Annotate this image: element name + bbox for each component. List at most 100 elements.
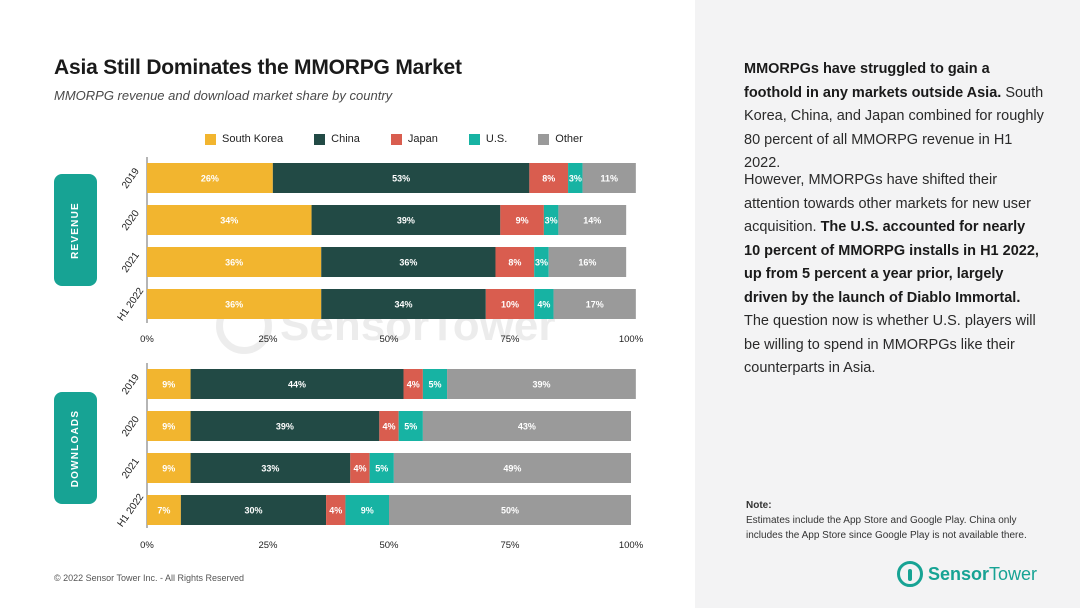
note-text: Estimates include the App Store and Goog…: [746, 515, 1027, 541]
downloads-bar-china-h1-2022: [180, 495, 327, 525]
commentary-p1-rest: South Korea, China, and Japan combined f…: [744, 84, 1044, 172]
revenue-data-label: 9%: [516, 216, 529, 226]
downloads-x-tick-label: 75%: [500, 540, 520, 551]
downloads-bar-japan-h1-2022: [326, 495, 346, 525]
legend-swatch-china: [314, 133, 326, 145]
revenue-x-tick-label: 50%: [379, 334, 399, 345]
revenue-bar-other-h1-2022: [553, 289, 636, 319]
commentary-panel: [695, 0, 1080, 608]
revenue-bar-us-2019: [568, 163, 583, 193]
legend-item: Japan: [390, 132, 438, 146]
downloads-bar-us-h1-2022: [345, 495, 389, 525]
legend-item: South Korea: [205, 132, 283, 146]
downloads-bar-south-korea-2021: [147, 453, 191, 483]
downloads-x-tick-label: 25%: [258, 540, 278, 551]
note-heading: Note:: [746, 500, 772, 511]
downloads-data-label: 5%: [428, 380, 441, 390]
downloads-section-tag: DOWNLOADS: [54, 392, 97, 504]
downloads-data-label: 4%: [382, 422, 395, 432]
downloads-x-tick-label: 50%: [379, 540, 399, 551]
revenue-bar-south-korea-2020: [147, 205, 312, 235]
sensor-tower-logo-icon: [897, 561, 923, 587]
logo-text: SensorTower: [928, 564, 1037, 585]
legend-label: South Korea: [222, 133, 284, 145]
commentary-p2-bold: The U.S. accounted for nearly 10 percent…: [744, 219, 1039, 306]
revenue-data-label: 3%: [535, 258, 548, 268]
page-title: Asia Still Dominates the MMORPG Market: [54, 56, 462, 79]
revenue-data-label: 39%: [397, 216, 415, 226]
revenue-bar-japan-2019: [529, 163, 569, 193]
downloads-bar-china-2020: [190, 411, 380, 441]
downloads-data-label: 9%: [361, 506, 374, 516]
downloads-data-label: 4%: [353, 464, 366, 474]
downloads-data-label: 7%: [157, 506, 170, 516]
downloads-data-label: 9%: [162, 422, 175, 432]
revenue-bar-china-2021: [321, 247, 496, 277]
revenue-category-label: 2021: [120, 250, 142, 275]
downloads-data-label: 4%: [407, 380, 420, 390]
downloads-category-label: 2020: [120, 414, 142, 439]
revenue-bar-japan-2020: [500, 205, 544, 235]
revenue-data-label: 26%: [201, 174, 219, 184]
legend-swatch-other: [538, 133, 550, 145]
revenue-data-label: 36%: [225, 258, 243, 268]
revenue-category-label: 2020: [120, 208, 142, 233]
downloads-data-label: 5%: [404, 422, 417, 432]
legend-swatch-south-korea: [205, 133, 216, 145]
downloads-data-label: 49%: [503, 464, 521, 474]
revenue-bar-us-2021: [534, 247, 549, 277]
revenue-bar-south-korea-2019: [147, 163, 273, 193]
legend-label: U.S.: [485, 133, 508, 145]
revenue-bar-china-h1-2022: [321, 289, 486, 319]
legend-label: Japan: [407, 133, 438, 145]
revenue-data-label: 34%: [220, 216, 238, 226]
downloads-x-tick-label: 100%: [619, 540, 644, 551]
revenue-bar-other-2019: [582, 163, 636, 193]
revenue-category-label: 2019: [120, 166, 142, 191]
revenue-data-label: 53%: [392, 174, 410, 184]
downloads-category-label: H1 2022: [116, 492, 147, 530]
legend-label: Other: [555, 133, 583, 145]
revenue-x-tick-label: 100%: [619, 334, 644, 345]
downloads-data-label: 39%: [276, 422, 294, 432]
downloads-bar-south-korea-2019: [147, 369, 191, 399]
revenue-x-tick-label: 25%: [258, 334, 278, 345]
downloads-bar-japan-2021: [350, 453, 370, 483]
revenue-bar-japan-h1-2022: [485, 289, 535, 319]
downloads-bar-other-2021: [393, 453, 631, 483]
downloads-bar-japan-2020: [379, 411, 399, 441]
commentary-paragraph-2: However, MMORPGs have shifted their atte…: [744, 169, 1044, 381]
downloads-data-label: 9%: [162, 464, 175, 474]
revenue-data-label: 10%: [501, 300, 519, 310]
revenue-bar-us-h1-2022: [534, 289, 554, 319]
logo-text-part2: Tower: [989, 563, 1038, 584]
downloads-bar-south-korea-h1-2022: [147, 495, 181, 525]
downloads-data-label: 43%: [518, 422, 536, 432]
revenue-data-label: 8%: [508, 258, 521, 268]
downloads-bar-other-2020: [422, 411, 631, 441]
page-subtitle: MMORPG revenue and download market share…: [54, 88, 393, 103]
chart-panel: Asia Still Dominates the MMORPG Market M…: [54, 56, 644, 583]
downloads-bar-south-korea-2020: [147, 411, 191, 441]
downloads-category-label: 2021: [120, 456, 142, 481]
downloads-bar-japan-2019: [403, 369, 423, 399]
revenue-data-label: 11%: [600, 174, 618, 184]
commentary-p1-bold: MMORPGs have struggled to gain a foothol…: [744, 61, 1002, 101]
revenue-bar-japan-2021: [495, 247, 535, 277]
sensor-tower-logo: SensorTower: [897, 561, 1037, 587]
revenue-x-tick-label: 0%: [140, 334, 154, 345]
revenue-bar-us-2020: [543, 205, 559, 235]
legend: South Korea China Japan U.S. Other: [205, 132, 614, 146]
revenue-data-label: 3%: [545, 216, 558, 226]
commentary-p2-end: The question now is whether U.S. players…: [744, 313, 1036, 376]
downloads-data-label: 9%: [162, 380, 175, 390]
downloads-data-label: 50%: [501, 506, 519, 516]
logo-text-part1: Sensor: [928, 563, 990, 584]
stacked-bar-charts: 26% 53% 8% 3% 11% 2019 34% 39% 9% 3% 14% 2020 36% 36%…: [116, 157, 644, 551]
revenue-data-label: 16%: [578, 258, 596, 268]
legend-label: China: [331, 133, 360, 145]
copyright: © 2022 Sensor Tower Inc. - All Rights Re…: [54, 573, 245, 583]
downloads-category-label: 2019: [120, 372, 142, 397]
revenue-data-label: 36%: [225, 300, 243, 310]
downloads-bar-us-2019: [422, 369, 448, 399]
